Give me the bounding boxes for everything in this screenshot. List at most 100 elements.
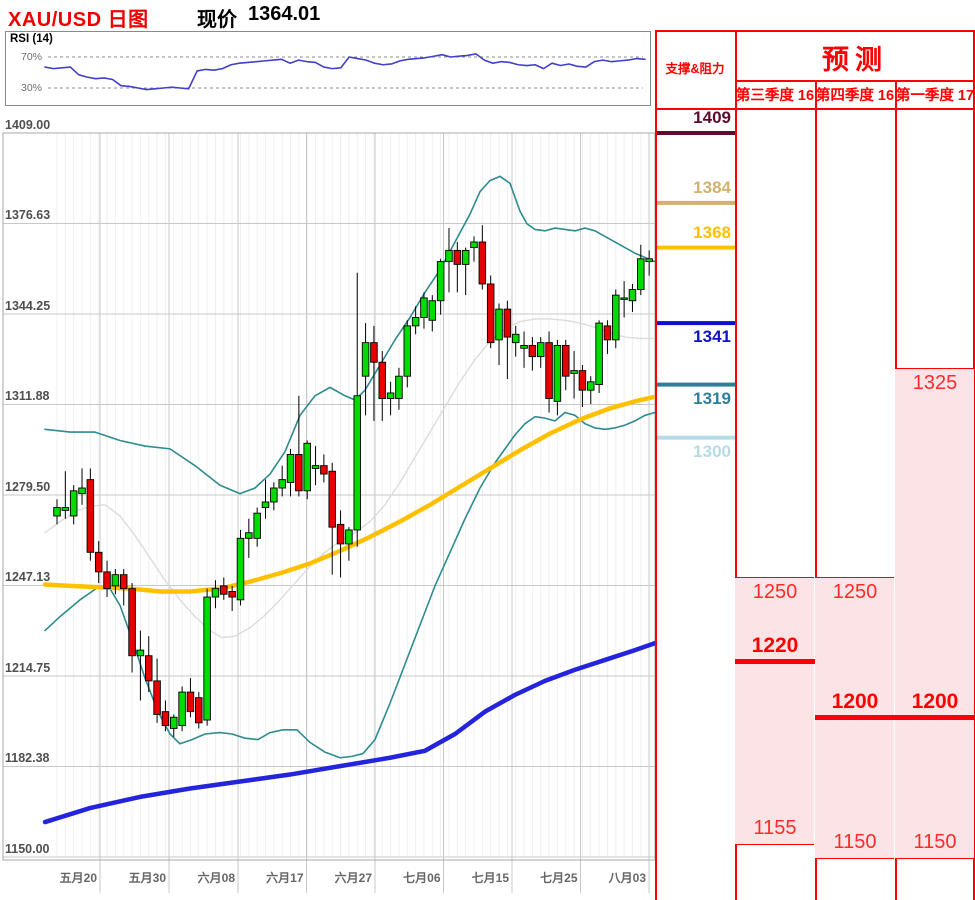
candle-up bbox=[111, 574, 120, 587]
candle-up bbox=[428, 300, 437, 321]
candle-down bbox=[561, 344, 570, 377]
date-axis-label: 七月06 bbox=[403, 871, 441, 885]
prediction-mid-value: 1200 bbox=[831, 690, 879, 714]
candle-up bbox=[61, 507, 70, 511]
candle-up bbox=[553, 344, 562, 402]
date-axis-label: 五月20 bbox=[59, 871, 97, 885]
candle-up bbox=[253, 512, 261, 539]
candle-down bbox=[161, 711, 170, 727]
lower_band-line bbox=[44, 411, 656, 759]
sr-level-line bbox=[655, 321, 735, 326]
candle-down bbox=[320, 465, 328, 475]
sr-level-line bbox=[655, 200, 735, 205]
sr-level-line bbox=[655, 435, 735, 440]
candle-up bbox=[261, 501, 270, 509]
candle-down bbox=[336, 523, 345, 545]
candle-up bbox=[461, 249, 470, 265]
candle-up bbox=[386, 392, 395, 400]
candle-up bbox=[620, 297, 628, 300]
current-price-value: 1364.01 bbox=[248, 3, 321, 25]
candle-up bbox=[178, 691, 186, 727]
date-axis-label: 六月17 bbox=[266, 871, 304, 885]
candle-down bbox=[578, 370, 587, 391]
candle-up bbox=[311, 465, 320, 469]
table-border-horizontal bbox=[655, 108, 975, 110]
candle-up bbox=[395, 375, 403, 400]
sr-level-label: 1384 bbox=[693, 177, 731, 197]
candle-up bbox=[353, 395, 361, 531]
candle-up bbox=[69, 490, 78, 517]
prediction-mid-value: 1220 bbox=[751, 634, 799, 658]
candle-down bbox=[103, 571, 111, 590]
prediction-mid-level-line bbox=[895, 714, 975, 720]
candle-up bbox=[628, 289, 637, 302]
date-axis-label: 五月30 bbox=[128, 871, 166, 885]
candle-up bbox=[270, 487, 278, 503]
candle-up bbox=[78, 487, 86, 495]
ma_yellow-line bbox=[42, 394, 656, 594]
candle-up bbox=[245, 532, 253, 539]
candle-up bbox=[587, 381, 595, 391]
candle-up bbox=[511, 333, 520, 344]
candle-up bbox=[53, 507, 61, 517]
candle-down bbox=[153, 680, 161, 715]
prediction-top-value: 1250 bbox=[752, 581, 798, 604]
candle-down bbox=[228, 590, 236, 598]
sr-level-line bbox=[655, 245, 735, 250]
price-axis-label: 1409.00 bbox=[5, 118, 51, 132]
rsi-panel bbox=[5, 31, 651, 106]
candle-down bbox=[128, 588, 136, 657]
date-axis-label: 八月03 bbox=[608, 871, 646, 885]
candle-up bbox=[436, 261, 445, 302]
date-axis-label: 六月08 bbox=[197, 871, 235, 885]
candle-up bbox=[570, 370, 578, 374]
sr-level-line bbox=[655, 382, 735, 387]
prediction-title: 预测 bbox=[822, 45, 888, 75]
candle-up bbox=[136, 649, 145, 657]
prediction-range-band bbox=[895, 367, 974, 859]
candle-up bbox=[420, 297, 428, 318]
date-axis-label: 七月15 bbox=[471, 871, 509, 885]
price-axis-label: 1214.75 bbox=[5, 661, 51, 675]
prediction-top-value: 1250 bbox=[832, 581, 878, 604]
prediction-bottom-value: 1155 bbox=[753, 817, 797, 840]
candle-up bbox=[170, 716, 178, 729]
price-axis-label: 1247.13 bbox=[5, 570, 51, 585]
upper_band-line bbox=[44, 175, 656, 495]
candle-down bbox=[195, 697, 203, 724]
table-border-vertical bbox=[655, 30, 657, 900]
candle-up bbox=[203, 596, 211, 721]
candle-down bbox=[119, 574, 128, 590]
date-axis-label: 七月25 bbox=[540, 871, 578, 885]
price-axis-label: 1182.38 bbox=[5, 751, 50, 766]
candle-up bbox=[536, 342, 545, 358]
candle-up bbox=[403, 325, 412, 377]
candle-down bbox=[186, 691, 195, 713]
rsi-upper-level-label: 70% bbox=[20, 51, 42, 63]
sr-level-label: 1341 bbox=[693, 327, 731, 347]
candle-up bbox=[278, 479, 286, 489]
candle-up bbox=[345, 529, 353, 545]
candle-down bbox=[453, 249, 462, 265]
candle-up bbox=[470, 241, 478, 249]
candle-down bbox=[94, 551, 103, 573]
candle-down bbox=[86, 479, 95, 553]
candle-down bbox=[370, 342, 378, 363]
prediction-mid-level-line bbox=[735, 658, 815, 664]
current-price-label: 现价 bbox=[197, 9, 237, 31]
price-axis-label: 1311.88 bbox=[5, 389, 50, 404]
table-border-vertical bbox=[735, 30, 737, 900]
prediction-q3-16-header: 第三季度 16 bbox=[735, 88, 815, 104]
prediction-q1-17-header: 第一季度 17 bbox=[895, 88, 975, 104]
candle-down bbox=[545, 342, 553, 400]
candle-up bbox=[645, 258, 653, 263]
prediction-mid-value: 1200 bbox=[911, 690, 959, 714]
prediction-range-band bbox=[735, 577, 814, 845]
rsi-line bbox=[44, 53, 646, 91]
candle-up bbox=[612, 294, 620, 341]
candle-up bbox=[445, 249, 453, 263]
price-axis-label: 1344.25 bbox=[5, 299, 51, 313]
sr-level-line bbox=[655, 131, 735, 135]
candle-up bbox=[637, 258, 645, 290]
